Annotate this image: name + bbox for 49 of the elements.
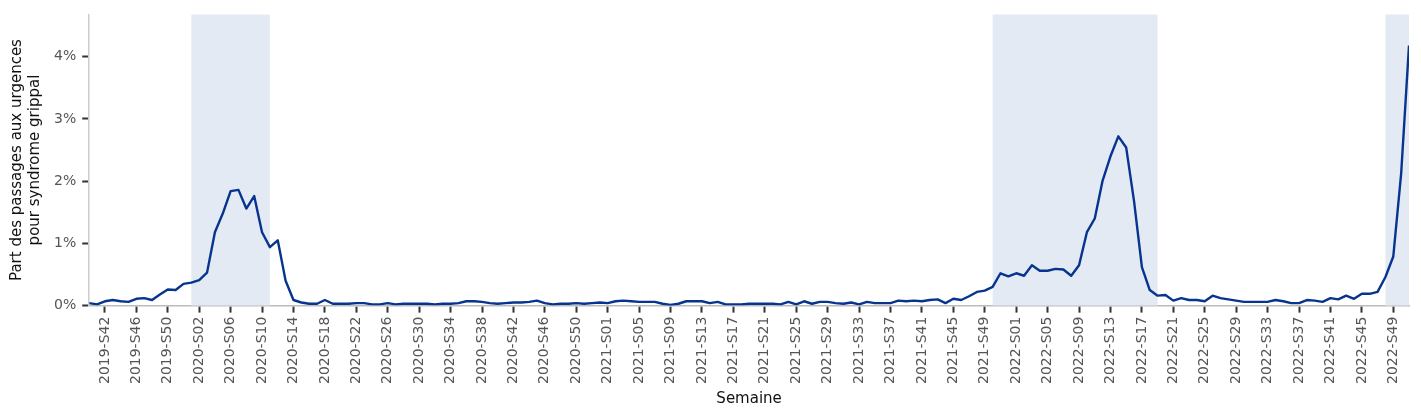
x-tick-label: 2022-S33 bbox=[1258, 316, 1275, 385]
x-tick-label: 2021-S33 bbox=[849, 316, 866, 385]
x-tick-label: 2020-S10 bbox=[252, 316, 269, 385]
x-tick-label: 2020-S46 bbox=[535, 316, 552, 385]
x-tick-label: 2020-S34 bbox=[441, 316, 458, 385]
x-tick-label: 2022-S41 bbox=[1321, 316, 1338, 385]
x-tick-label: 2022-S09 bbox=[1069, 316, 1086, 385]
x-tick-label: 2020-S26 bbox=[378, 316, 395, 385]
x-tick-label: 2021-S17 bbox=[724, 316, 741, 385]
x-axis-title: Semaine bbox=[716, 388, 782, 407]
y-tick-label: 0% bbox=[53, 296, 77, 313]
x-tick-label: 2022-S45 bbox=[1352, 316, 1369, 385]
x-tick-label: 2022-S37 bbox=[1289, 316, 1306, 385]
x-tick-label: 2020-S42 bbox=[504, 316, 521, 385]
x-tick-label: 2020-S14 bbox=[284, 316, 301, 385]
x-tick-label: 2022-S29 bbox=[1226, 316, 1243, 385]
y-tick-label: 3% bbox=[53, 109, 77, 126]
x-tick-label: 2021-S41 bbox=[912, 316, 929, 385]
x-tick-label: 2022-S01 bbox=[1006, 316, 1023, 385]
x-tick-label: 2022-S13 bbox=[1101, 316, 1118, 385]
y-tick-label: 4% bbox=[53, 47, 77, 64]
x-tick-label: 2020-S22 bbox=[346, 316, 363, 385]
x-tick-label: 2021-S05 bbox=[629, 316, 646, 385]
x-tick-label: 2020-S30 bbox=[409, 316, 426, 385]
x-tick-label: 2022-S49 bbox=[1383, 316, 1400, 385]
x-tick-label: 2020-S50 bbox=[566, 316, 583, 385]
x-tick-label: 2021-S49 bbox=[975, 316, 992, 385]
x-tick-label: 2021-S09 bbox=[661, 316, 678, 385]
y-axis-title: Part des passages aux urgences pour syndrome grippal bbox=[6, 38, 43, 281]
x-tick-label: 2020-S18 bbox=[315, 316, 332, 385]
x-tick-label: 2020-S38 bbox=[472, 316, 489, 385]
x-tick-label: 2021-S13 bbox=[692, 316, 709, 385]
y-tick-label: 1% bbox=[53, 234, 77, 251]
x-tick-label: 2021-S45 bbox=[944, 316, 960, 385]
x-tick-label: 2021-S01 bbox=[598, 316, 615, 385]
x-tick-label: 2019-S46 bbox=[126, 316, 143, 385]
x-tick-label: 2022-S17 bbox=[1132, 316, 1149, 385]
x-tick-label: 2019-S42 bbox=[95, 316, 112, 385]
y-tick-label: 2% bbox=[53, 171, 77, 188]
x-tick-label: 2019-S50 bbox=[158, 316, 175, 385]
x-tick-label: 2022-S25 bbox=[1195, 316, 1212, 385]
x-tick-label: 2020-S02 bbox=[189, 316, 206, 385]
x-tick-label: 2022-S21 bbox=[1163, 316, 1180, 385]
x-tick-label: 2021-S25 bbox=[786, 316, 803, 385]
x-tick-label: 2022-S05 bbox=[1038, 316, 1055, 385]
x-tick-label: 2021-S21 bbox=[755, 316, 772, 385]
x-tick-label: 2020-S06 bbox=[221, 316, 238, 385]
x-tick-label: 2021-S37 bbox=[881, 316, 898, 385]
x-tick-label: 2021-S29 bbox=[818, 316, 835, 385]
